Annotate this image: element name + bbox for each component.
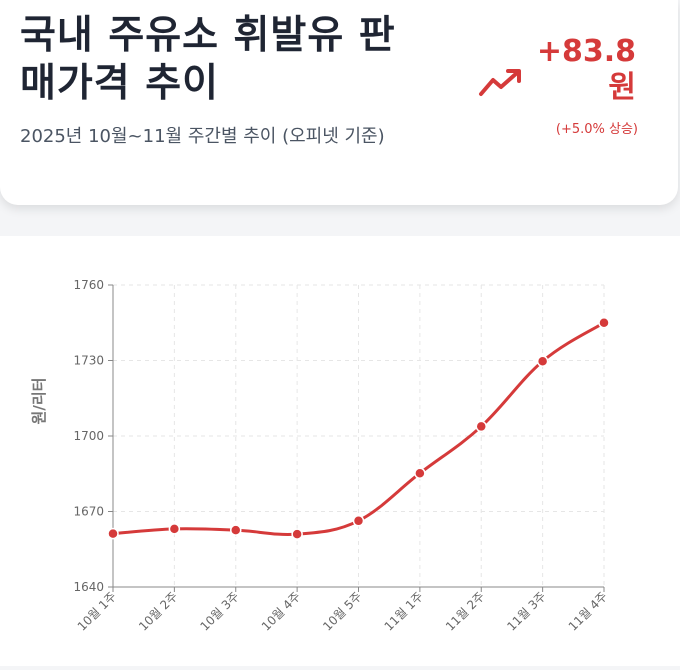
price-change-unit: 원	[608, 70, 636, 105]
chart-axes: 1640 1670 1700 1730 1760 10월 1주 10월 2주 10월 3주 10…	[73, 278, 610, 634]
data-point	[414, 467, 426, 479]
data-point	[168, 523, 181, 535]
y-tick-label: 1730	[73, 354, 104, 368]
y-tick-label: 1760	[73, 278, 104, 292]
x-tick-label: 10월 3주	[197, 589, 241, 633]
price-line-chart: 1640 1670 1700 1730 1760 10월 1주 10월 2주 10월 3주 10…	[30, 278, 610, 634]
page-title: 국내 주유소 휘발유 판 매가격 추이	[20, 12, 470, 108]
x-tick-label: 10월 5주	[320, 589, 364, 633]
x-tick-label: 10월 1주	[75, 589, 119, 633]
data-point	[107, 527, 119, 540]
x-tick-label: 10월 4주	[259, 589, 303, 633]
subtitle: 2025년 10월~11월 주간별 추이 (오피넷 기준)	[20, 126, 385, 147]
x-tick-label: 11월 2주	[443, 589, 487, 633]
price-change-percent: (+5.0% 상승)	[555, 122, 638, 137]
price-change-value: +83.8 원	[537, 34, 636, 106]
data-point	[475, 420, 487, 433]
y-tick-label: 1640	[73, 580, 104, 594]
data-point	[291, 528, 303, 540]
chart-series	[107, 317, 610, 540]
data-point	[230, 524, 242, 536]
chart-grid	[113, 284, 605, 587]
trending-up-icon	[479, 69, 521, 96]
title-line-2: 매가격 추이	[20, 61, 219, 106]
data-point	[352, 515, 365, 527]
chart-card: 1640 1670 1700 1730 1760 10월 1주 10월 2주 10월 3주 10…	[0, 236, 680, 666]
price-change-amount: +83.8	[536, 34, 636, 69]
data-point	[536, 355, 549, 368]
x-tick-label: 11월 1주	[382, 589, 426, 633]
y-tick-label: 1670	[73, 505, 104, 519]
header-card: 국내 주유소 휘발유 판 매가격 추이 2025년 10월~11월 주간별 추이…	[0, 0, 678, 205]
y-axis-label: 원/리터	[30, 378, 48, 425]
data-point	[598, 317, 610, 329]
price-series-line	[111, 321, 606, 536]
y-tick-label: 1700	[73, 429, 104, 443]
title-line-1: 국내 주유소 휘발유 판	[20, 13, 396, 58]
x-tick-label: 11월 3주	[504, 589, 548, 633]
x-tick-label: 10월 2주	[136, 589, 180, 633]
x-tick-label: 11월 4주	[566, 589, 610, 633]
